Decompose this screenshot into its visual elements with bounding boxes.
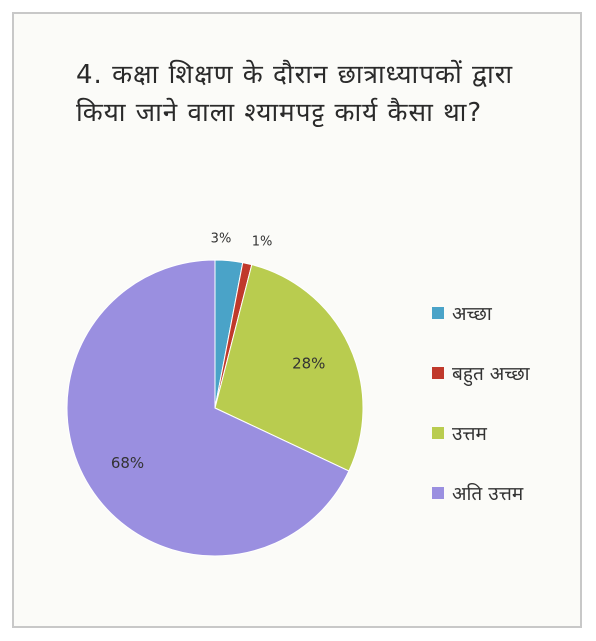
- legend-swatch: [432, 307, 444, 319]
- slice-label-3: 68%: [111, 454, 144, 472]
- chart-title: 4. कक्षा शिक्षण के दौरान छात्राध्यापकों …: [76, 60, 514, 128]
- pie-slice-3: [66, 259, 350, 557]
- legend-item-2: उत्तम: [432, 420, 530, 446]
- legend-swatch: [432, 487, 444, 499]
- legend-label: उत्तम: [452, 423, 487, 445]
- legend-item-0: अच्छा: [432, 300, 530, 326]
- legend-swatch: [432, 367, 444, 379]
- slice-label-1: 1%: [252, 235, 273, 250]
- chart-legend: अच्छा बहुत अच्छा उत्तम अति उत्तम: [432, 300, 530, 540]
- legend-item-3: अति उत्तम: [432, 480, 530, 506]
- slice-label-0: 3%: [211, 231, 232, 246]
- legend-label: अच्छा: [452, 303, 492, 325]
- legend-label: बहुत अच्छा: [452, 363, 530, 385]
- legend-swatch: [432, 427, 444, 439]
- slice-label-2: 28%: [292, 354, 325, 372]
- legend-item-1: बहुत अच्छा: [432, 360, 530, 386]
- legend-label: अति उत्तम: [452, 483, 524, 505]
- pie-slice-2: [214, 264, 364, 472]
